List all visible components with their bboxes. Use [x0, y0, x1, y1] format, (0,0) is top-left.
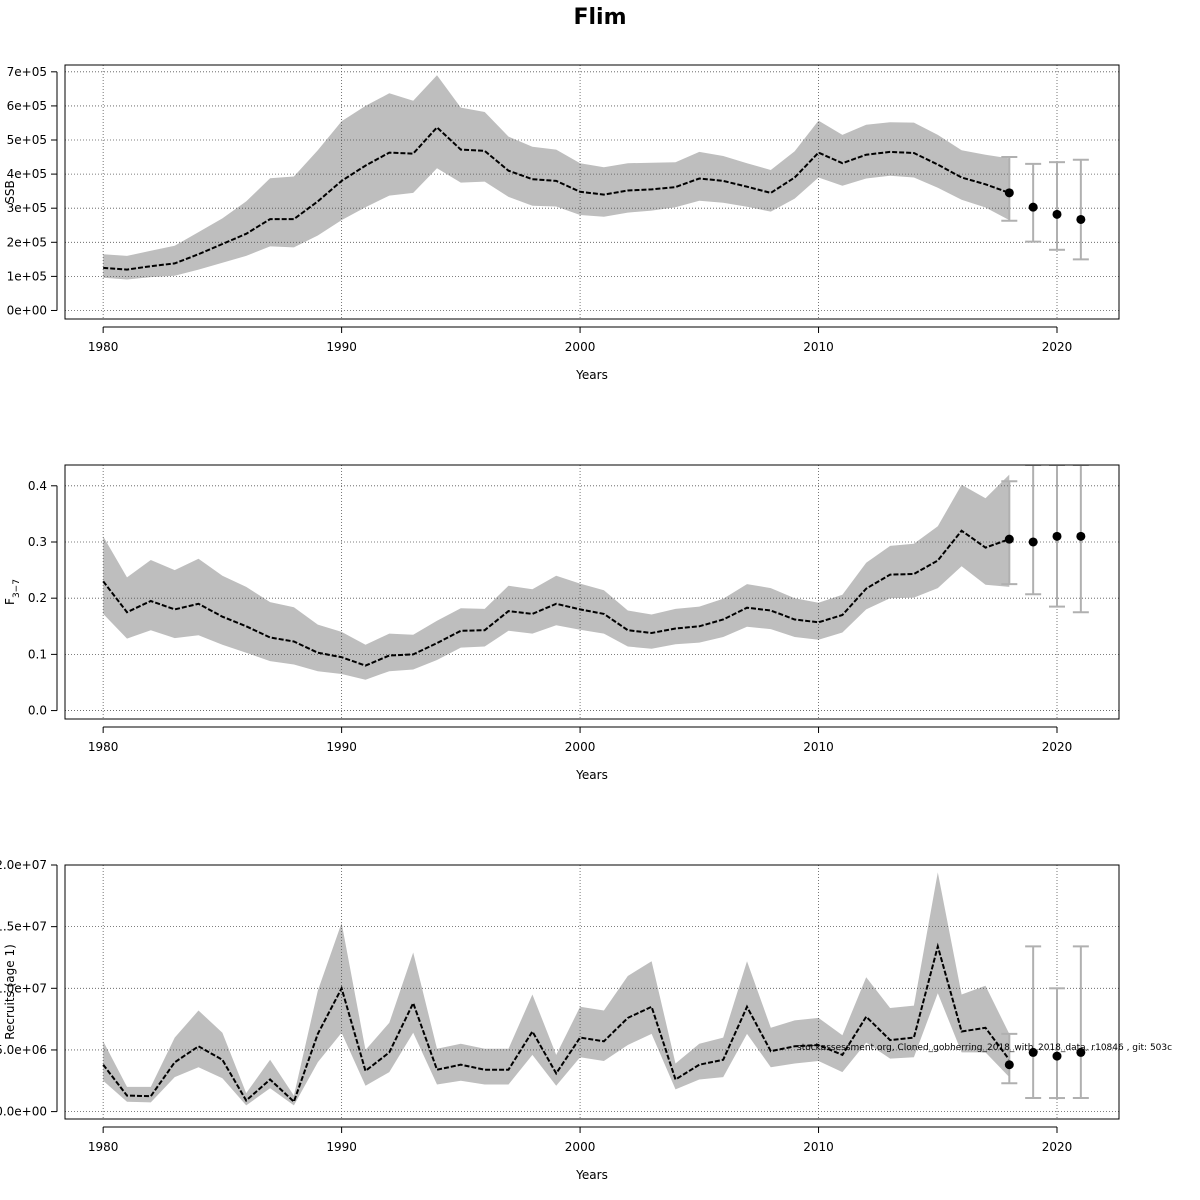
forecast-point: [1052, 531, 1062, 541]
y-tick-label: 3e+05: [7, 201, 47, 215]
forecast-point: [1052, 1051, 1062, 1061]
confidence-band: [103, 872, 1010, 1106]
forecast-point: [1028, 202, 1038, 212]
y-tick-label: 0.2: [28, 591, 47, 605]
forecast-point: [1076, 531, 1086, 541]
x-tick-label: 1990: [326, 740, 357, 754]
y-tick-label: 0.1: [28, 647, 47, 661]
forecast-point: [1004, 188, 1014, 198]
plot-frame: [64, 464, 1120, 720]
x-tick-label: 2020: [1042, 1140, 1073, 1154]
forecast-point: [1004, 1060, 1014, 1070]
x-axis-title: Years: [575, 768, 608, 782]
y-tick-label: 0.3: [28, 535, 47, 549]
y-tick-label: 4e+05: [7, 167, 47, 181]
forecast-errorbar: [1049, 987, 1065, 1100]
confidence-band: [103, 474, 1010, 680]
y-tick-label: 1.5e+07: [0, 920, 47, 934]
forecast-point: [1028, 1047, 1038, 1057]
plot-frame: [64, 64, 1120, 320]
y-tick-label: 5.0e+06: [0, 1043, 47, 1057]
forecast-errorbar: [1072, 158, 1089, 261]
y-tick-label: 0e+00: [7, 303, 47, 317]
y-tick-label: 5e+05: [7, 133, 47, 147]
fishing-mortality-panel: 1980 1990 2000 2010 2020 Years 0.0 0.1 0.2 0.3 0.4…: [3, 464, 1120, 782]
confidence-band: [103, 75, 1010, 280]
forecast-point: [1076, 1047, 1086, 1057]
x-tick-label: 2020: [1042, 340, 1073, 354]
x-tick-label: 2010: [803, 1140, 834, 1154]
y-tick-label: 0.4: [28, 479, 47, 493]
forecast-errorbar: [1001, 480, 1018, 586]
plot-area: [65, 865, 1119, 1119]
x-tick-label: 2010: [803, 340, 834, 354]
y-tick-label: 0.0: [28, 704, 47, 718]
plot-area: [65, 465, 1119, 719]
footnote: stockassessment.org, Cloned_gobherring_2…: [797, 1043, 1172, 1053]
forecast-point: [1076, 214, 1086, 224]
y-tick-label: 1.0e+07: [0, 981, 47, 995]
y-tick-label: 0.0e+00: [0, 1105, 47, 1119]
chart-title: Flim: [573, 5, 626, 30]
y-axis-title-subscript: 3−7: [12, 579, 22, 598]
plot-frame: [64, 864, 1120, 1120]
x-axis-title: Years: [575, 368, 608, 382]
forecast-errorbar: [1049, 161, 1065, 251]
x-tick-label: 2000: [565, 1140, 596, 1154]
y-axis-title: SSB: [3, 180, 17, 203]
forecast-point: [1052, 209, 1062, 219]
forecast-errorbar: [1025, 465, 1042, 596]
x-tick-label: 1990: [326, 1140, 357, 1154]
y-axis-title: Recruits (age 1): [3, 944, 17, 1040]
y-tick-label: 2e+05: [7, 235, 47, 249]
x-tick-label: 2000: [565, 340, 596, 354]
x-tick-label: 2010: [803, 740, 834, 754]
x-tick-label: 2020: [1042, 740, 1073, 754]
y-tick-label: 6e+05: [7, 99, 47, 113]
estimate-line: [102, 529, 1010, 667]
recruits-panel: 1980 1990 2000 2010 2020 Years 0.0e+00 5.0e+06 1…: [0, 858, 1120, 1182]
x-tick-label: 1980: [88, 740, 119, 754]
y-tick-label: 7e+05: [7, 65, 47, 79]
forecast-errorbar: [1001, 1032, 1018, 1085]
forecast-point: [1004, 534, 1014, 544]
x-tick-label: 1980: [88, 340, 119, 354]
y-axis-title: F3−7: [3, 579, 22, 605]
y-tick-label: 1e+05: [7, 269, 47, 283]
estimate-line: [102, 942, 1011, 1104]
forecast-errorbar: [1072, 945, 1089, 1100]
x-tick-label: 1990: [326, 340, 357, 354]
ssb-panel: 1980 1990 2000 2010 2020 Years 0e+00 1e+05 2e+05…: [3, 64, 1120, 382]
x-axis-title: Years: [575, 1168, 608, 1182]
plot-area: [65, 65, 1119, 319]
x-tick-label: 1980: [88, 1140, 119, 1154]
y-tick-label: 2.0e+07: [0, 858, 47, 872]
x-tick-label: 2000: [565, 740, 596, 754]
forecast-errorbar: [1025, 945, 1042, 1100]
forecast-point: [1028, 537, 1038, 547]
estimate-line: [103, 125, 1010, 271]
